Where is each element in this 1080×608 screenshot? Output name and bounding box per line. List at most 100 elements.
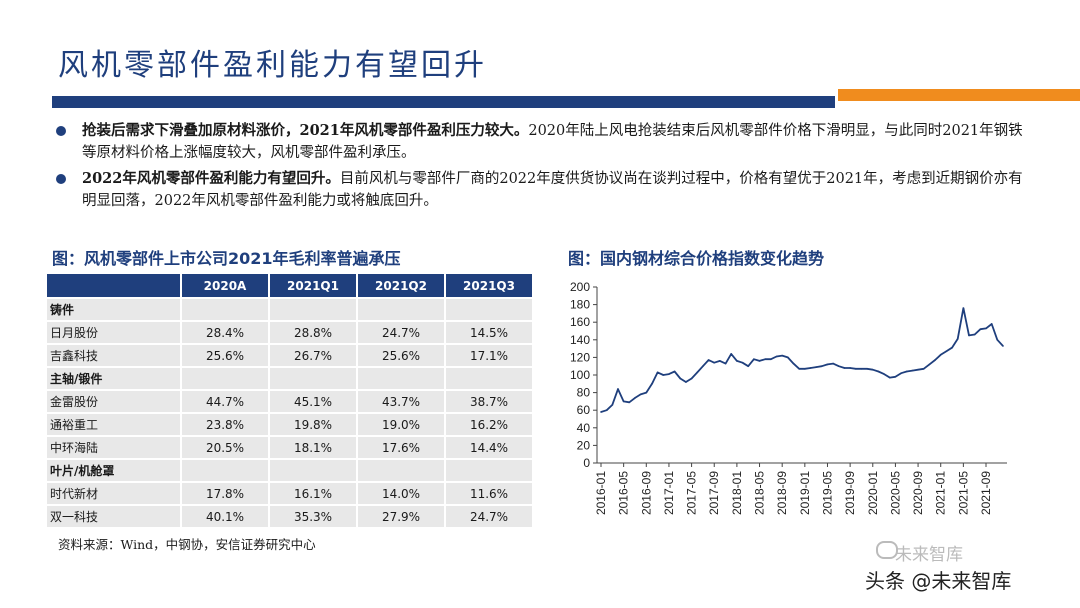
data-point	[826, 363, 829, 366]
data-point	[713, 361, 716, 364]
company-name: 吉鑫科技	[47, 345, 180, 366]
table-cell-empty	[270, 460, 356, 481]
x-tick-label: 2016-09	[639, 471, 653, 515]
data-point	[911, 369, 914, 372]
table-title: 图：风机零部件上市公司2021年毛利率普遍承压	[52, 249, 401, 268]
data-point	[679, 377, 682, 380]
table-group-row: 叶片/机舱罩	[47, 460, 532, 481]
table-cell-empty	[358, 299, 444, 320]
data-point	[956, 338, 959, 340]
group-label: 主轴/锻件	[47, 368, 180, 389]
title-underline-blue	[52, 96, 835, 108]
data-point	[871, 368, 874, 371]
table-cell-empty	[182, 299, 268, 320]
table-cell: 35.3%	[270, 506, 356, 527]
table-row: 吉鑫科技 25.6% 26.7% 25.6% 17.1%	[47, 345, 532, 366]
data-point	[883, 373, 885, 375]
wechat-icon	[876, 541, 898, 559]
table-cell: 17.6%	[358, 437, 444, 458]
data-point	[753, 358, 755, 360]
company-name: 双一科技	[47, 506, 180, 527]
data-point	[815, 366, 817, 368]
table-header-cell: 2021Q2	[358, 274, 444, 297]
bullet-item: 抢装后需求下滑叠加原材料涨价，2021年风机零部件盈利压力较大。2020年陆上风…	[50, 120, 1030, 164]
table-row: 日月股份 28.4% 28.8% 24.7% 14.5%	[47, 322, 532, 343]
table-cell: 43.7%	[358, 391, 444, 412]
table-cell: 17.1%	[446, 345, 532, 366]
data-point	[843, 367, 846, 369]
table-group-row: 铸件	[47, 299, 532, 320]
table-cell: 18.1%	[270, 437, 356, 458]
steel-index-series-line	[600, 307, 1004, 413]
data-point	[934, 359, 936, 361]
data-point	[888, 376, 891, 379]
x-tick-label: 2018-01	[730, 471, 744, 515]
table-header-row: 2020A 2021Q1 2021Q2 2021Q3	[47, 274, 532, 297]
data-point	[628, 401, 631, 404]
table-cell: 28.4%	[182, 322, 268, 343]
table-cell: 14.4%	[446, 437, 532, 458]
bullet-item: 2022年风机零部件盈利能力有望回升。目前风机与零部件厂商的2022年度供货协议…	[50, 168, 1030, 212]
data-point	[662, 374, 665, 376]
x-tick-label: 2018-09	[775, 471, 789, 515]
watermark: 头条 @未来智库	[865, 569, 1012, 593]
data-point	[905, 370, 908, 373]
x-tick-label: 2016-01	[594, 471, 608, 515]
y-tick-label: 180	[570, 298, 590, 312]
table-cell: 14.5%	[446, 322, 532, 343]
table-cell: 20.5%	[182, 437, 268, 458]
data-point	[781, 354, 783, 357]
data-point	[968, 334, 970, 337]
company-name: 通裕重工	[47, 414, 180, 435]
data-point	[821, 365, 823, 367]
y-tick-label: 140	[570, 333, 590, 347]
x-tick-label: 2020-05	[888, 471, 902, 515]
data-point	[724, 362, 727, 365]
chart-title: 图：国内钢材综合价格指数变化趋势	[568, 249, 825, 268]
table-cell-empty	[182, 460, 268, 481]
data-point	[690, 377, 693, 380]
y-tick-label: 100	[570, 368, 590, 382]
data-point	[639, 393, 642, 396]
bullet-heading: 2022年风机零部件盈利能力有望回升。	[82, 170, 340, 187]
bullet-text: 目前风机与零部件厂商的2022年度供货协议尚在谈判过程中，价格有望优于2021年…	[82, 171, 1023, 209]
data-point	[787, 356, 789, 359]
table-header-blank	[47, 274, 180, 297]
data-point	[673, 370, 676, 373]
y-tick-label: 20	[577, 438, 591, 452]
table-cell-empty	[270, 368, 356, 389]
table-row: 金雷股份 44.7% 45.1% 43.7% 38.7%	[47, 391, 532, 412]
x-tick-label: 2019-05	[820, 471, 834, 515]
table-cell: 25.6%	[182, 345, 268, 366]
table-cell-empty	[182, 368, 268, 389]
steel-price-chart: 0 20 40 60 80 100 120 140 160 180 200 2016-01 2016-0…	[570, 280, 1007, 515]
x-tick-label: 2018-05	[753, 471, 767, 515]
table-cell: 40.1%	[182, 506, 268, 527]
data-point	[804, 368, 806, 370]
data-point	[985, 327, 987, 330]
data-point	[775, 355, 778, 358]
data-point	[622, 400, 625, 403]
table-body: 铸件 日月股份 28.4% 28.8% 24.7% 14.5% 吉鑫科技 25.6% 26.7%…	[47, 299, 532, 527]
bullet-dot-icon	[56, 174, 66, 184]
bullet-dot-icon	[56, 126, 66, 136]
data-point	[962, 307, 965, 309]
data-point	[617, 388, 619, 390]
x-tick-label: 2017-09	[707, 471, 721, 515]
y-tick-label: 160	[570, 315, 590, 329]
table-cell: 16.1%	[270, 483, 356, 504]
data-point	[719, 360, 721, 362]
data-point	[854, 368, 857, 370]
page-title: 风机零部件盈利能力有望回升	[58, 48, 487, 83]
data-point	[951, 346, 953, 349]
data-point	[877, 370, 880, 373]
data-point	[736, 360, 738, 362]
table-cell-empty	[446, 299, 532, 320]
data-point	[741, 361, 744, 364]
table-cell-empty	[358, 368, 444, 389]
table-cell: 38.7%	[446, 391, 532, 412]
table-group-row: 主轴/锻件	[47, 368, 532, 389]
data-point	[696, 371, 699, 374]
data-point	[605, 409, 608, 411]
y-tick-label: 200	[570, 280, 590, 294]
